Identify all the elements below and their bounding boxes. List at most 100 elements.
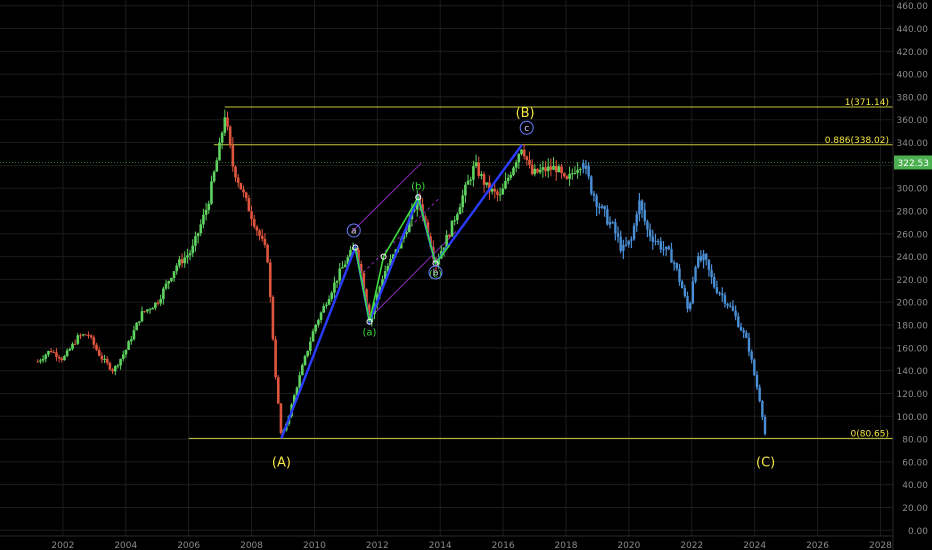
forecast-body — [595, 195, 598, 207]
candle-body — [146, 309, 149, 312]
candle-body — [87, 334, 90, 336]
candle-body — [557, 166, 561, 173]
candle-body — [81, 334, 85, 336]
y-tick-label: 340.00 — [897, 139, 929, 149]
candle-body — [260, 235, 264, 239]
forecast-body — [630, 239, 633, 241]
candle-body — [196, 233, 200, 237]
candle-body — [47, 350, 50, 355]
candle-body — [113, 366, 117, 372]
forecast-body — [584, 165, 588, 169]
wave-label: (a) — [362, 328, 376, 339]
y-tick-label: 60.00 — [902, 458, 928, 468]
candle-body — [234, 166, 237, 178]
forecast-body — [688, 303, 692, 309]
forecast-body — [608, 222, 612, 225]
candle-body — [391, 254, 395, 259]
forecast-body — [635, 214, 638, 226]
forecast-body — [603, 206, 606, 210]
candle-body — [520, 149, 523, 155]
forecast-body — [758, 387, 761, 402]
candle-body — [536, 168, 539, 173]
candle-body — [172, 271, 176, 279]
y-tick-label: 460.00 — [897, 2, 929, 12]
candle-body — [239, 182, 243, 190]
forecast-body — [643, 209, 646, 222]
candle-body — [407, 219, 411, 233]
forecast-body — [763, 417, 767, 434]
x-tick-label: 2008 — [240, 541, 263, 550]
candle-body — [325, 304, 328, 307]
candle-body — [496, 191, 499, 195]
candle-body — [154, 302, 157, 308]
candle-body — [405, 232, 408, 235]
forecast-body — [616, 233, 620, 237]
forecast-body — [606, 209, 609, 225]
x-tick-label: 2010 — [303, 541, 326, 550]
forecast-body — [656, 241, 660, 243]
y-tick-label: 140.00 — [897, 367, 929, 377]
candle-body — [143, 311, 146, 313]
wave-label-circle — [519, 120, 534, 135]
candle-body — [191, 245, 195, 254]
candle-body — [167, 281, 170, 284]
candle-body — [127, 341, 130, 350]
candle-body — [466, 180, 470, 185]
forecast-body — [721, 293, 724, 296]
forecast-body — [678, 268, 681, 282]
candle-body — [573, 172, 577, 174]
x-tick-label: 2006 — [177, 541, 200, 550]
forecast-bars — [582, 159, 767, 436]
candle-body — [413, 209, 416, 211]
candle-body — [506, 177, 510, 182]
forecast-body — [729, 305, 732, 307]
forecast-body — [745, 332, 748, 338]
wave-pivot — [366, 318, 373, 325]
candle-body — [250, 211, 253, 220]
forecast-body — [739, 326, 743, 331]
x-tick-label: 2012 — [366, 541, 389, 550]
candle-body — [218, 142, 221, 161]
forecast-body — [646, 221, 649, 230]
candle-body — [55, 352, 58, 357]
candle-body — [469, 179, 473, 181]
wave-label: (b) — [411, 181, 425, 192]
wave-label: a — [351, 226, 357, 236]
y-tick-label: 440.00 — [897, 25, 929, 35]
candle-body — [244, 192, 248, 199]
fib-label: 0.886(338.02) — [825, 136, 889, 146]
candle-body — [546, 166, 550, 172]
candle-body — [378, 286, 382, 295]
candle-body — [223, 117, 227, 133]
candle-body — [330, 292, 334, 299]
candle-body — [140, 311, 144, 322]
fib-label: 0(80.65) — [850, 429, 889, 439]
candle-body — [68, 348, 72, 351]
x-tick-label: 2020 — [617, 541, 640, 550]
forecast-body — [587, 165, 590, 177]
candle-body — [482, 174, 486, 185]
channel-line-lower — [373, 231, 457, 314]
current-price-label: 322.53 — [898, 159, 930, 169]
candle-body — [129, 339, 133, 342]
candle-body — [562, 173, 566, 177]
candle-body — [159, 298, 162, 304]
candle-body — [57, 356, 61, 359]
forecast-body — [640, 200, 644, 210]
forecast-body — [710, 269, 713, 278]
candle-body — [183, 257, 187, 264]
wave-label: (C) — [756, 455, 775, 470]
candle-body — [89, 335, 93, 338]
candle-body — [367, 304, 371, 322]
forecast-body — [686, 296, 689, 309]
candle-body — [349, 249, 352, 258]
x-tick-label: 2018 — [555, 541, 578, 550]
time-axis[interactable]: 2002 2004 2006 2008 2010 2012 2014 2016 2018 2020… — [51, 541, 892, 550]
candle-body — [333, 282, 336, 293]
current-price-badge: 322.53 — [0, 155, 932, 170]
forecast-body — [699, 256, 703, 261]
candle-body — [204, 209, 208, 215]
candle-body — [180, 259, 184, 264]
